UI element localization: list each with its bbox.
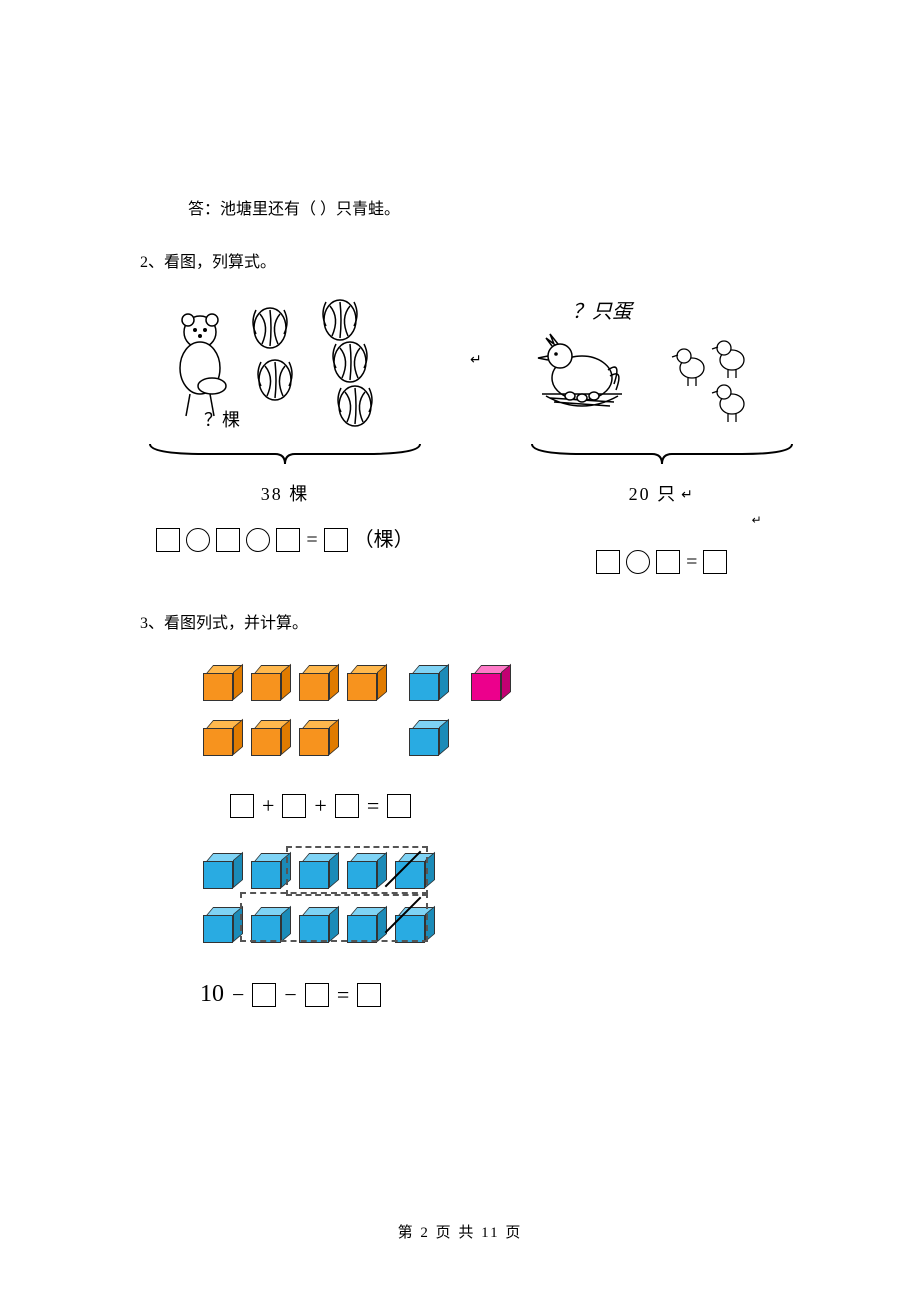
- cube-icon: [347, 907, 385, 945]
- return-arrow-icon: ↵: [681, 483, 695, 508]
- q2-left-equation: = （棵）: [156, 522, 413, 558]
- blank-box[interactable]: [156, 528, 180, 552]
- brace-icon: [527, 442, 797, 472]
- q2-figures-row: ？棵 38 棵 = （棵） ↵ ？只蛋: [140, 298, 780, 580]
- cube-icon: [395, 853, 433, 891]
- equals-sign: =: [306, 522, 317, 558]
- equals-sign: =: [686, 544, 697, 580]
- bear-cabbage-drawing: ？棵: [140, 298, 430, 442]
- q2-number: 2、: [140, 254, 164, 271]
- q3b-cubes: 10 − − =: [140, 850, 480, 1017]
- cube-icon: [347, 665, 385, 703]
- orange-cube-group: [200, 662, 388, 772]
- plus-sign: +: [262, 786, 274, 826]
- blank-box[interactable]: [335, 794, 359, 818]
- equals-sign: =: [367, 786, 379, 826]
- blank-box[interactable]: [357, 983, 381, 1007]
- q2-right-equation: =: [596, 544, 727, 580]
- blank-box[interactable]: [305, 983, 329, 1007]
- cube-icon: [251, 853, 289, 891]
- answer-sentence: 答：池塘里还有（ ）只青蛙。: [140, 196, 780, 225]
- blank-box[interactable]: [596, 550, 620, 574]
- cube-icon: [395, 907, 433, 945]
- start-value: 10: [200, 973, 224, 1016]
- q2-right-figure: ？只蛋: [522, 298, 802, 580]
- q2-title: 看图，列算式。: [164, 254, 276, 271]
- blank-box[interactable]: [703, 550, 727, 574]
- cube-icon: [347, 853, 385, 891]
- blank-box[interactable]: [216, 528, 240, 552]
- q3a-cubes: + + =: [140, 662, 780, 825]
- plus-sign: +: [314, 786, 326, 826]
- brace-icon: [145, 442, 425, 472]
- q3b-equation: 10 − − =: [200, 973, 480, 1016]
- blank-box[interactable]: [252, 983, 276, 1007]
- cube-icon: [409, 665, 447, 703]
- blank-box[interactable]: [387, 794, 411, 818]
- blank-box[interactable]: [230, 794, 254, 818]
- minus-sign: −: [232, 975, 244, 1015]
- cube-icon: [251, 720, 289, 758]
- cube-icon: [203, 853, 241, 891]
- blank-op-circle[interactable]: [246, 528, 270, 552]
- return-arrow-icon: ↵: [470, 298, 482, 373]
- blank-box[interactable]: [282, 794, 306, 818]
- cube-icon: [299, 665, 337, 703]
- q2-left-total: 38 棵: [261, 478, 310, 510]
- cube-icon: [471, 665, 509, 703]
- cube-icon: [299, 853, 337, 891]
- unknown-label-left: ？棵: [204, 410, 240, 430]
- blank-box[interactable]: [276, 528, 300, 552]
- blank-box[interactable]: [656, 550, 680, 574]
- cube-icon: [203, 665, 241, 703]
- blank-op-circle[interactable]: [626, 550, 650, 574]
- pink-cube-group: [468, 662, 512, 717]
- q2-right-total: 20 只↵: [629, 478, 695, 510]
- blank-box[interactable]: [324, 528, 348, 552]
- cube-icon: [203, 720, 241, 758]
- blank-op-circle[interactable]: [186, 528, 210, 552]
- page-footer: 第 2 页 共 11 页: [0, 1221, 920, 1242]
- cube-icon: [251, 665, 289, 703]
- q3-title: 看图列式，并计算。: [164, 615, 308, 632]
- minus-sign: −: [284, 975, 296, 1015]
- cube-icon: [251, 907, 289, 945]
- cube-icon: [409, 720, 447, 758]
- unit-suffix: （棵）: [354, 522, 414, 558]
- cube-icon: [299, 720, 337, 758]
- q2-left-figure: ？棵 38 棵 = （棵）: [140, 298, 430, 558]
- hen-chicks-drawing: ？只蛋: [522, 298, 802, 442]
- blue-cube-group: [406, 662, 450, 772]
- q3-number: 3、: [140, 615, 164, 632]
- equals-sign: =: [337, 975, 349, 1015]
- q3a-equation: + + =: [200, 786, 780, 826]
- cube-icon: [203, 907, 241, 945]
- svg-text:？只蛋: ？只蛋: [572, 301, 635, 323]
- return-arrow-icon: ↵: [752, 510, 802, 532]
- cube-icon: [299, 907, 337, 945]
